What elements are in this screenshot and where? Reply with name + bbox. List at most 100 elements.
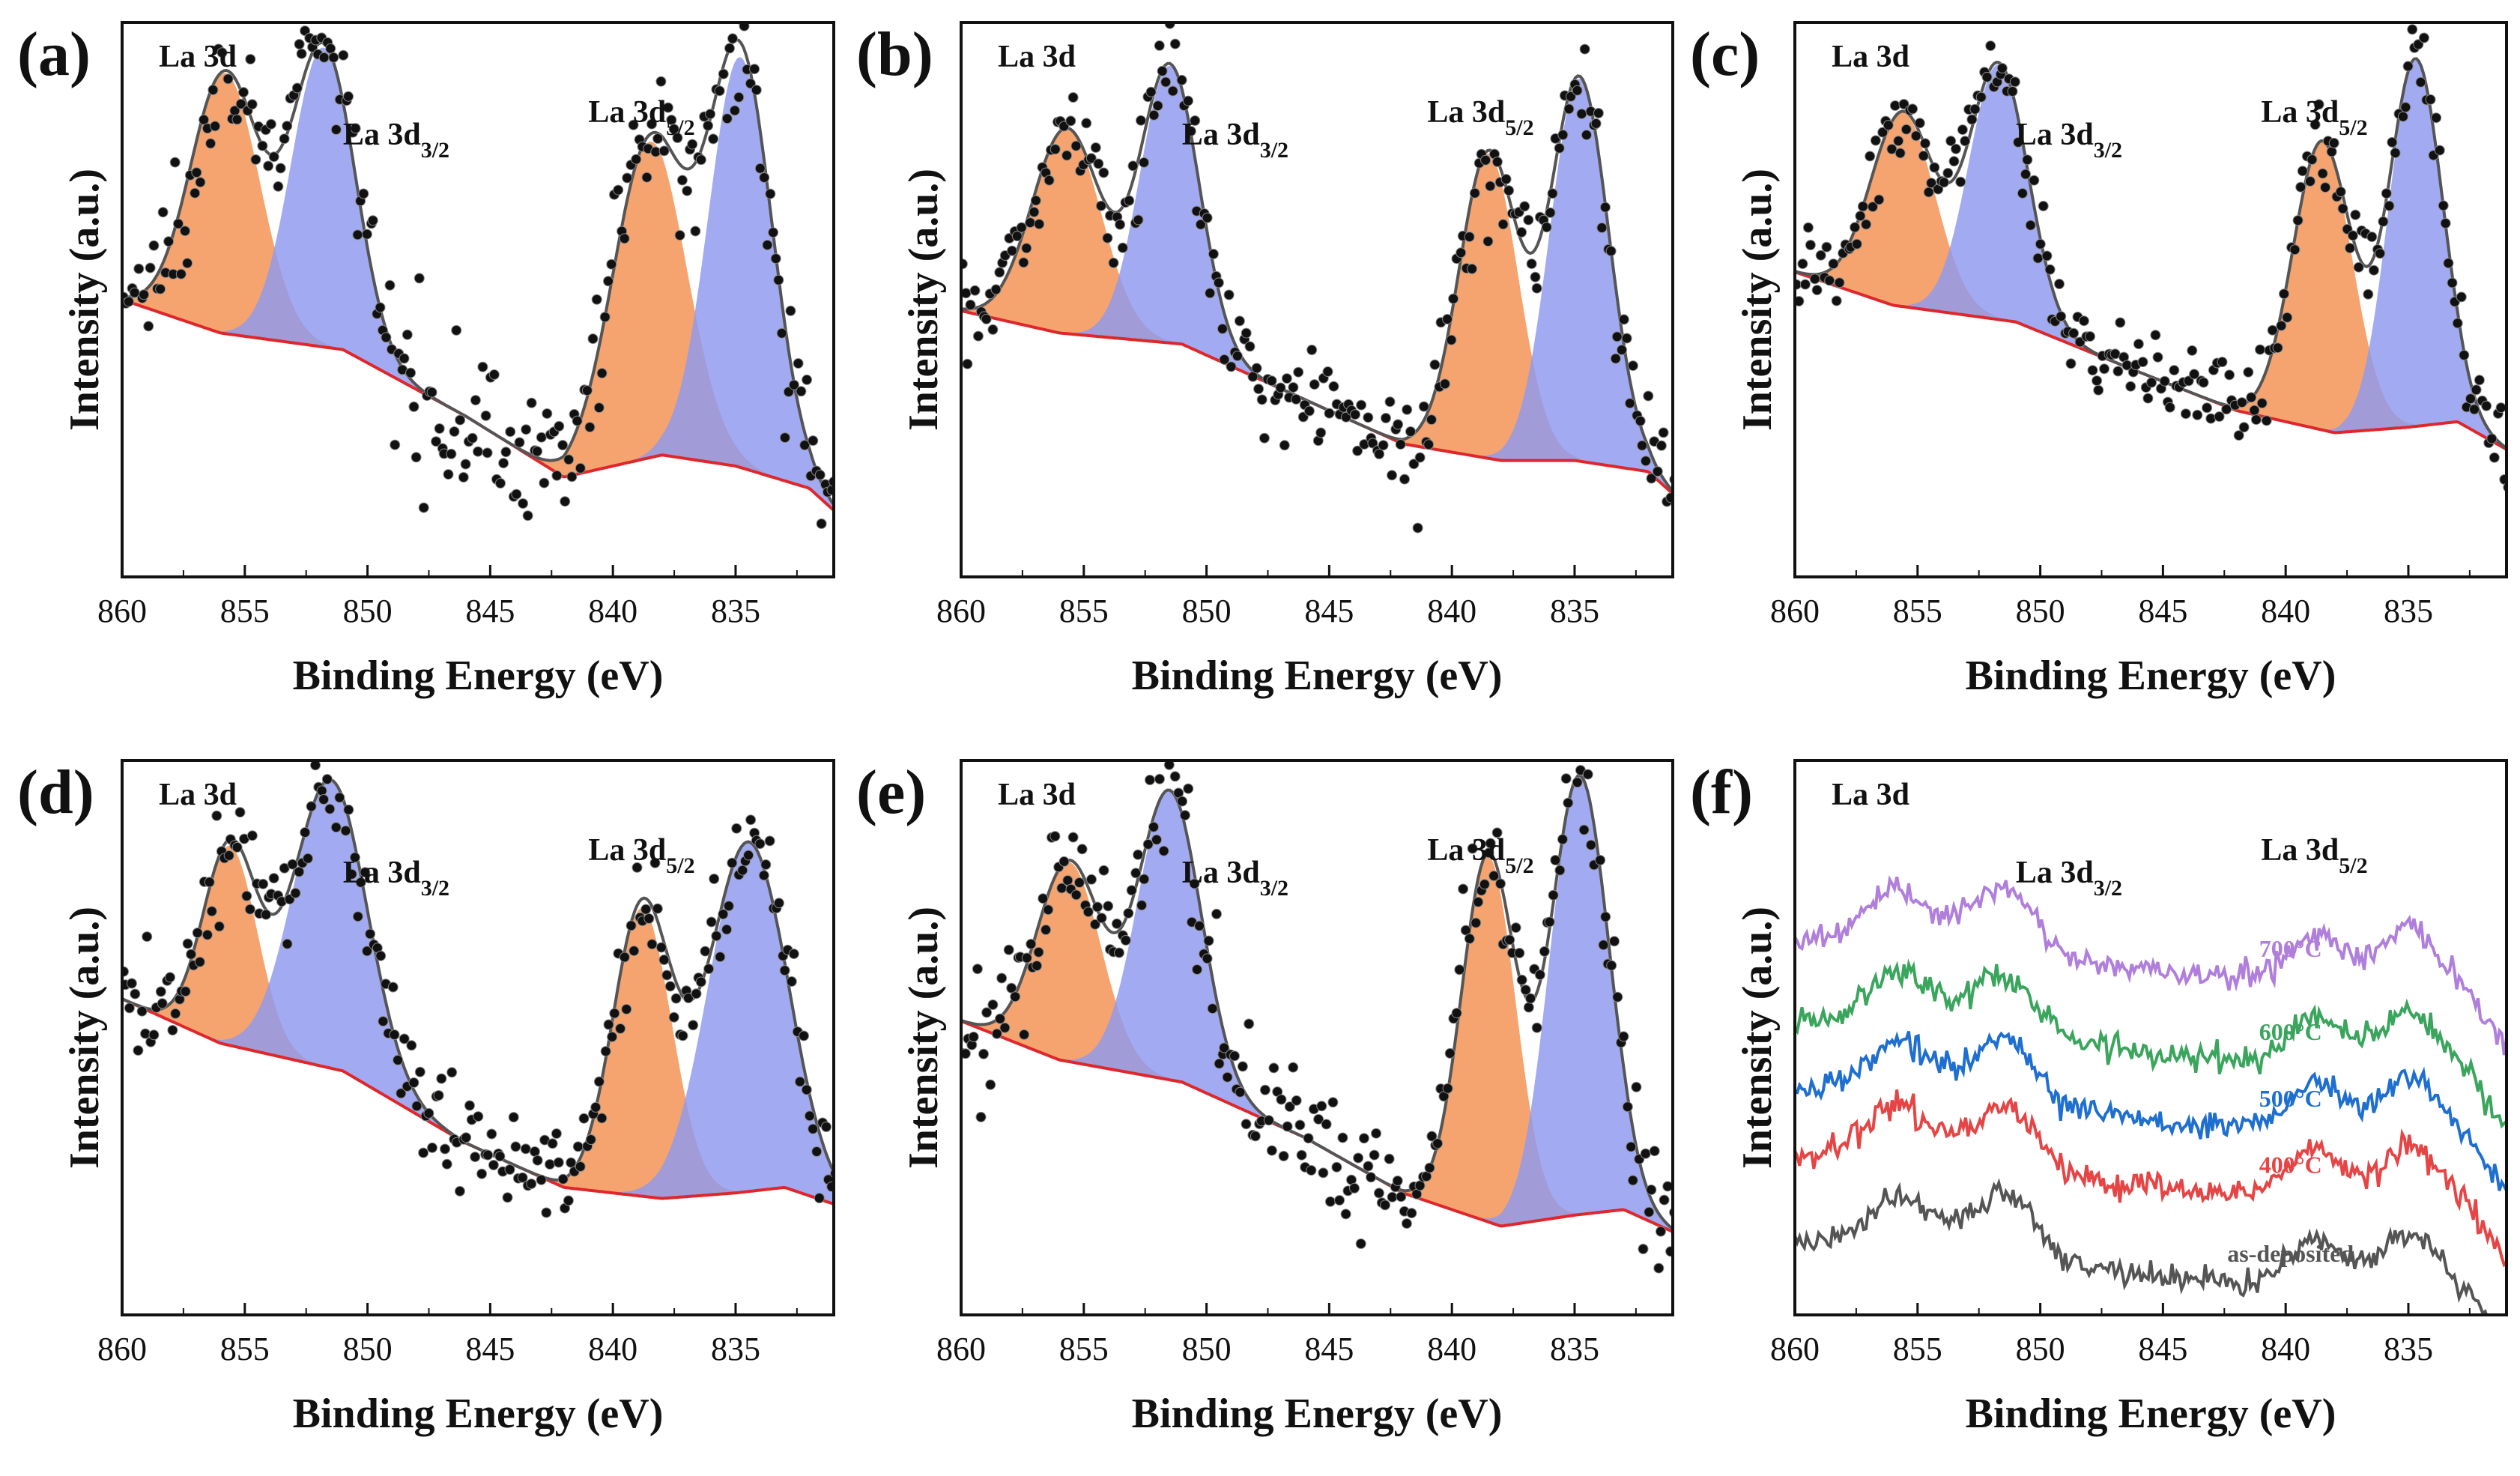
data-point	[603, 276, 614, 287]
x-tick-label: 860	[1770, 1331, 1820, 1367]
panel-f: 700°C 600°C 500°C 400°C as-deposited 860 855 85…	[1690, 757, 2508, 1437]
data-point	[764, 835, 775, 847]
peak-area	[122, 47, 834, 511]
data-point	[743, 850, 754, 861]
data-point	[2320, 182, 2331, 193]
data-point	[1855, 211, 1866, 222]
data-point	[1874, 194, 1885, 205]
data-point	[279, 133, 290, 145]
data-point	[773, 274, 784, 285]
data-point	[668, 124, 679, 135]
data-point	[2495, 402, 2507, 414]
peak-area	[1795, 142, 2507, 450]
data-point	[498, 458, 509, 469]
data-point	[1406, 1208, 1417, 1219]
data-point	[1797, 258, 1808, 270]
series-label: 700°C	[2259, 935, 2322, 962]
data-point	[1266, 1145, 1277, 1156]
data-point	[1393, 419, 1404, 430]
data-point	[563, 454, 575, 465]
data-point	[1213, 277, 1224, 288]
peak-label-3d5-2: La 3d5/2	[1427, 95, 1533, 140]
data-point	[600, 1046, 611, 1057]
data-point	[1152, 100, 1163, 112]
data-point	[1503, 185, 1515, 196]
data-point	[629, 946, 640, 957]
data-point	[1016, 222, 1027, 233]
data-point	[1120, 935, 1131, 946]
data-point	[814, 1193, 825, 1203]
plot-area	[961, 22, 1673, 533]
data-point	[1596, 223, 1608, 233]
data-point	[1043, 904, 1054, 916]
data-point	[1618, 1031, 1629, 1042]
data-point	[291, 82, 303, 94]
data-point	[1306, 1165, 1317, 1176]
data-point	[318, 794, 330, 805]
data-point	[2020, 169, 2031, 180]
x-tick-label: 845	[1304, 593, 1354, 629]
data-point	[130, 988, 141, 999]
data-point	[1669, 1207, 1673, 1218]
data-point	[2438, 200, 2449, 211]
data-point	[306, 801, 317, 812]
data-point	[718, 68, 729, 79]
data-point	[1229, 1050, 1240, 1062]
data-point	[1870, 135, 1881, 146]
panel-e: 860 855 850 845 840 835 Binding Energy (eV) Int…	[856, 757, 1674, 1437]
data-point	[1275, 382, 1286, 393]
data-point	[205, 138, 216, 149]
data-point	[1076, 844, 1088, 855]
data-point	[1241, 327, 1252, 339]
data-point	[1851, 238, 1862, 249]
x-tick-label: 845	[465, 1331, 515, 1367]
data-point	[655, 76, 667, 87]
data-point	[1929, 162, 1940, 173]
data-point	[467, 432, 478, 444]
data-point	[1617, 345, 1627, 355]
data-point	[436, 1073, 447, 1084]
data-point	[2159, 375, 2170, 387]
data-point	[163, 236, 175, 247]
data-point	[2407, 24, 2418, 35]
data-point	[408, 401, 420, 412]
data-point	[2035, 238, 2046, 249]
data-point	[1363, 412, 1374, 423]
data-point	[2381, 188, 2392, 199]
data-point	[408, 1077, 420, 1088]
panel-letter: (a)	[17, 19, 91, 89]
data-point	[1214, 1058, 1225, 1069]
data-point	[355, 877, 366, 888]
data-point	[2065, 358, 2077, 369]
data-point	[1006, 982, 1017, 993]
data-point	[1579, 43, 1590, 55]
data-point	[1939, 177, 1949, 188]
data-point	[1850, 222, 1861, 233]
data-point	[2276, 320, 2287, 331]
data-point	[1268, 1062, 1279, 1074]
data-point	[658, 955, 670, 965]
data-point	[1599, 202, 1611, 213]
data-point	[157, 207, 169, 218]
data-point	[1446, 334, 1457, 345]
data-point	[2378, 216, 2389, 227]
data-point	[1560, 773, 1572, 784]
data-point	[2013, 136, 2024, 148]
data-point	[2415, 76, 2426, 88]
data-point	[1148, 821, 1159, 832]
data-point	[621, 1004, 632, 1014]
data-point	[1894, 148, 1906, 159]
data-point	[631, 862, 643, 873]
data-point	[1026, 939, 1037, 949]
data-point	[208, 85, 219, 95]
data-point	[575, 462, 586, 474]
data-point	[204, 877, 215, 888]
data-point	[1530, 271, 1541, 282]
data-point	[213, 921, 225, 932]
data-point	[1643, 390, 1654, 402]
y-axis-title: Intensity (a.u.)	[900, 169, 947, 431]
data-point	[788, 949, 799, 960]
data-point	[1108, 257, 1119, 268]
data-point	[776, 327, 787, 339]
data-point	[1350, 409, 1360, 420]
